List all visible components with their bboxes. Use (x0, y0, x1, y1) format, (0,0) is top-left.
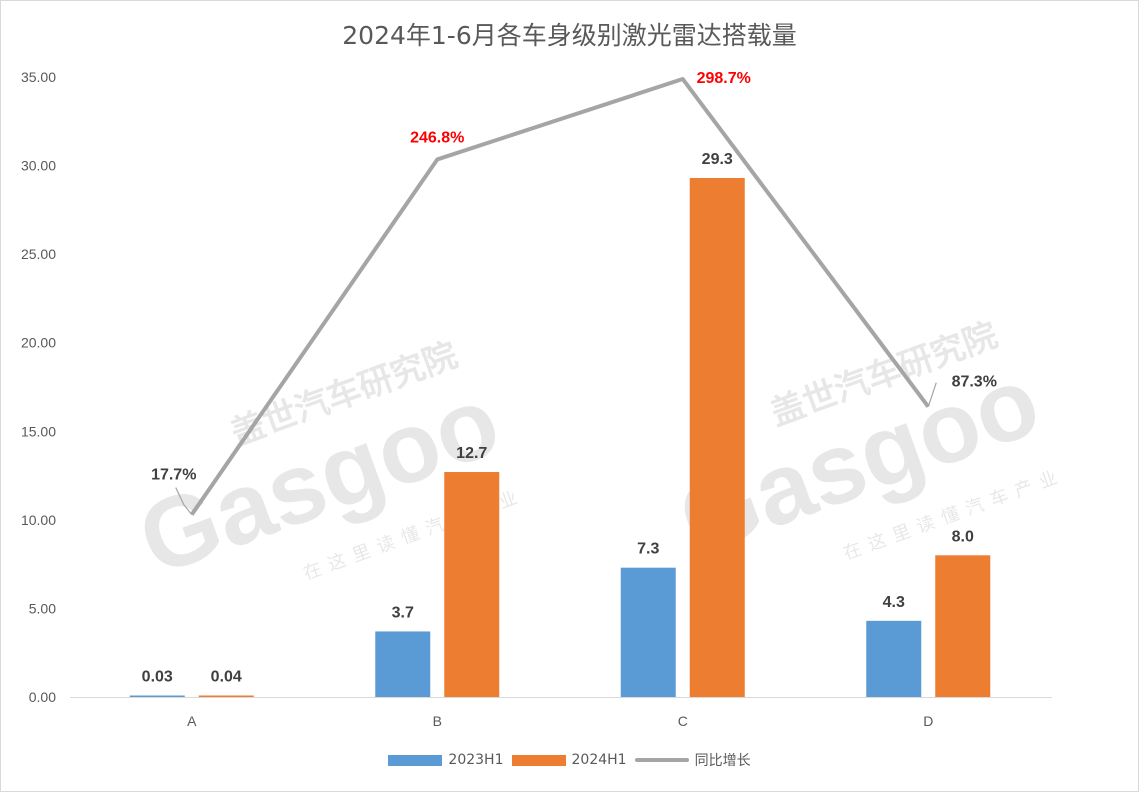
line-yoy-growth (190, 77, 930, 516)
data-label: 29.3 (702, 151, 733, 168)
y-tick-label: 35.00 (21, 69, 56, 85)
bar-2024h1-b (444, 472, 500, 697)
data-label: 8.0 (952, 528, 974, 545)
line-data-label: 298.7% (697, 70, 751, 87)
legend-swatch-2023h1 (388, 754, 443, 766)
y-tick-label: 10.00 (21, 512, 56, 528)
y-tick-label: 5.00 (29, 600, 56, 616)
legend-swatch-2024h1 (511, 754, 566, 766)
x-tick-label: D (923, 713, 933, 729)
data-label: 4.3 (883, 594, 905, 611)
legend-label-2023h1: 2023H1 (448, 752, 504, 768)
bar-2024h1-d (935, 555, 991, 697)
legend-item-yoy: 同比增长 (634, 750, 751, 770)
leader-line (927, 382, 937, 407)
bar-2023h1-b (375, 631, 431, 697)
y-tick-label: 15.00 (21, 423, 56, 439)
x-tick-label: A (187, 713, 197, 729)
y-tick-label: 0.00 (29, 689, 56, 705)
legend-item-2024h1: 2024H1 (511, 752, 627, 768)
legend-label-2024h1: 2024H1 (571, 752, 627, 768)
bar-2023h1-a (129, 695, 185, 697)
bar-2023h1-d (866, 620, 922, 697)
legend: 2023H1 2024H1 同比增长 (0, 750, 1139, 770)
x-tick-label: C (678, 713, 688, 729)
legend-swatch-yoy (634, 758, 689, 762)
data-label: 0.04 (211, 669, 242, 686)
line-data-label: 246.8% (410, 129, 464, 146)
data-label: 3.7 (392, 604, 414, 621)
y-tick-label: 20.00 (21, 335, 56, 351)
legend-label-yoy: 同比增长 (694, 753, 751, 769)
line-data-label: 87.3% (952, 374, 997, 391)
line-data-label: 17.7% (151, 467, 196, 484)
bar-2024h1-c (689, 177, 745, 697)
data-label: 12.7 (456, 445, 487, 462)
x-tick-label: B (433, 713, 442, 729)
legend-item-2023h1: 2023H1 (388, 752, 504, 768)
y-tick-label: 30.00 (21, 158, 56, 174)
chart-title: 2024年1-6月各车身级别激光雷达搭载量 (342, 21, 797, 50)
bar-2024h1-a (198, 695, 254, 697)
data-label: 7.3 (637, 541, 659, 558)
y-tick-label: 25.00 (21, 246, 56, 262)
bar-2023h1-c (620, 567, 676, 697)
leader-line (175, 487, 193, 515)
data-label: 0.03 (142, 669, 173, 686)
